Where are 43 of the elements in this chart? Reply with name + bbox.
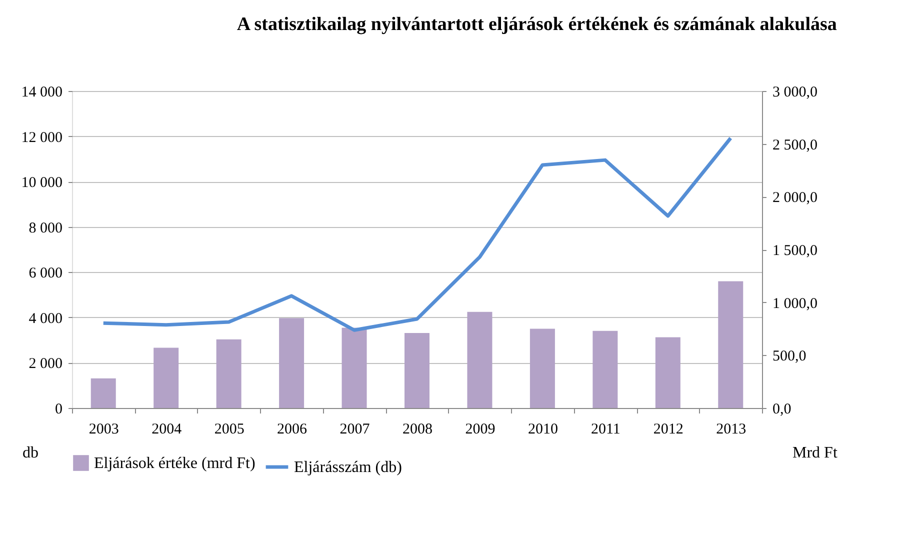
y-tick-label: 14 000: [21, 84, 62, 100]
y2-tick-label: 2 000,0: [772, 190, 818, 206]
y2-tick-label: 1 000,0: [772, 296, 818, 312]
x-tick-label: 2010: [528, 422, 558, 438]
y-tick-label: 0: [55, 402, 62, 418]
y2-tick-label: 500,0: [772, 348, 806, 365]
y-tick-label: 6 000: [28, 266, 62, 282]
bar: [154, 348, 179, 408]
y2-axis-title: Mrd Ft: [792, 444, 838, 462]
x-tick-label: 2008: [402, 422, 432, 438]
bar: [216, 339, 242, 408]
y2-tick-label: 0,0: [772, 402, 792, 418]
y-axis-title: db: [22, 444, 38, 462]
chart-title: A statisztikailag nyilvántartott eljárások értékének és számának alakulása: [236, 14, 838, 35]
bar: [592, 330, 618, 408]
x-tick-label: 2012: [653, 422, 684, 438]
bar: [467, 312, 492, 408]
y2-tick-label: 1 500,0: [772, 243, 818, 259]
bar: [279, 318, 304, 408]
line-series: [102, 136, 732, 332]
x-tick-label: 2005: [214, 422, 244, 438]
x-tick-label: 2004: [152, 422, 182, 438]
legend-label: Eljárásszám (db): [294, 459, 402, 476]
bar: [404, 332, 430, 408]
y-tick-label: 12 000: [21, 130, 62, 146]
x-tick-label: 2009: [465, 422, 496, 438]
x-tick-label: 2011: [590, 422, 620, 438]
y-tick-label: 2 000: [28, 356, 62, 372]
y-tick-label: 4 000: [28, 310, 62, 327]
legend-label: Eljárások értéke (mrd Ft): [94, 455, 256, 472]
y-tick-label: 8 000: [28, 220, 62, 236]
x-tick-label: 2006: [277, 422, 308, 438]
x-tick-label: 2007: [340, 422, 370, 438]
bar: [530, 328, 555, 408]
x-tick-label: 2013: [716, 422, 746, 438]
bar: [718, 281, 744, 408]
x-tick-label: 2003: [88, 422, 119, 438]
y2-tick-label: 2 500,0: [772, 137, 818, 154]
bar: [90, 378, 116, 408]
bar: [655, 337, 680, 408]
y2-tick-label: 3 000,0: [772, 84, 818, 100]
bar: [342, 328, 367, 408]
y-tick-label: 10 000: [21, 175, 62, 192]
